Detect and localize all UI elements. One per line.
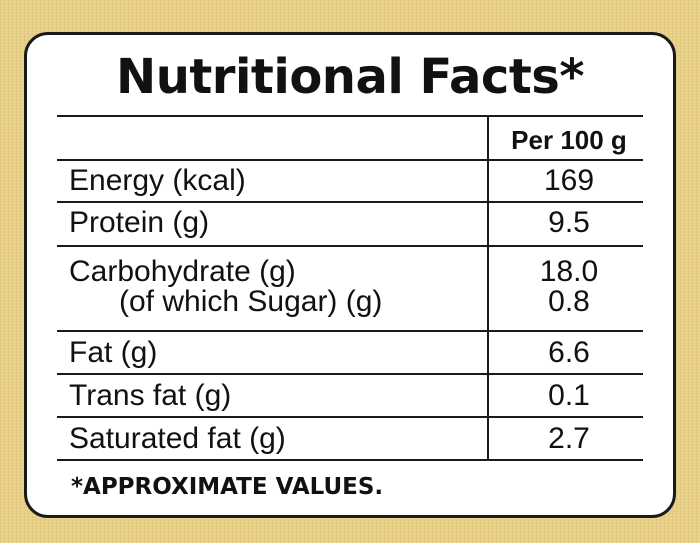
row-label-protein: Protein (g) xyxy=(69,206,210,239)
row-label-trans-fat: Trans fat (g) xyxy=(69,379,232,412)
table-top-rule xyxy=(57,115,643,117)
row-value-energy: 169 xyxy=(543,164,595,197)
row-value-fat: 6.6 xyxy=(548,336,590,369)
row-divider xyxy=(57,330,643,332)
row-value-carbohydrate: 18.0 xyxy=(539,255,599,288)
nutrition-title: Nutritional Facts* xyxy=(116,49,584,105)
row-label-energy: Energy (kcal) xyxy=(69,164,246,197)
row-label-carbohydrate: Carbohydrate (g) xyxy=(69,255,296,288)
row-value-trans-fat: 0.1 xyxy=(548,379,590,412)
row-sublabel-sugar: (of which Sugar) (g) xyxy=(119,285,383,318)
table-bottom-rule xyxy=(57,459,643,461)
row-divider xyxy=(57,201,643,203)
row-value-sugar: 0.8 xyxy=(548,285,590,318)
row-label-saturated-fat: Saturated fat (g) xyxy=(69,422,286,455)
row-divider xyxy=(57,416,643,418)
footnote: *APPROXIMATE VALUES. xyxy=(71,474,384,500)
column-divider xyxy=(487,115,489,460)
column-header-per-100g: Per 100 g xyxy=(511,125,627,155)
row-divider xyxy=(57,159,643,161)
row-label-fat: Fat (g) xyxy=(69,336,158,369)
row-value-saturated-fat: 2.7 xyxy=(548,422,590,455)
row-divider xyxy=(57,373,643,375)
row-divider xyxy=(57,245,643,247)
row-value-protein: 9.5 xyxy=(548,206,590,239)
nutrition-facts-panel: Nutritional Facts* Per 100 g Energy (kca… xyxy=(24,32,676,518)
